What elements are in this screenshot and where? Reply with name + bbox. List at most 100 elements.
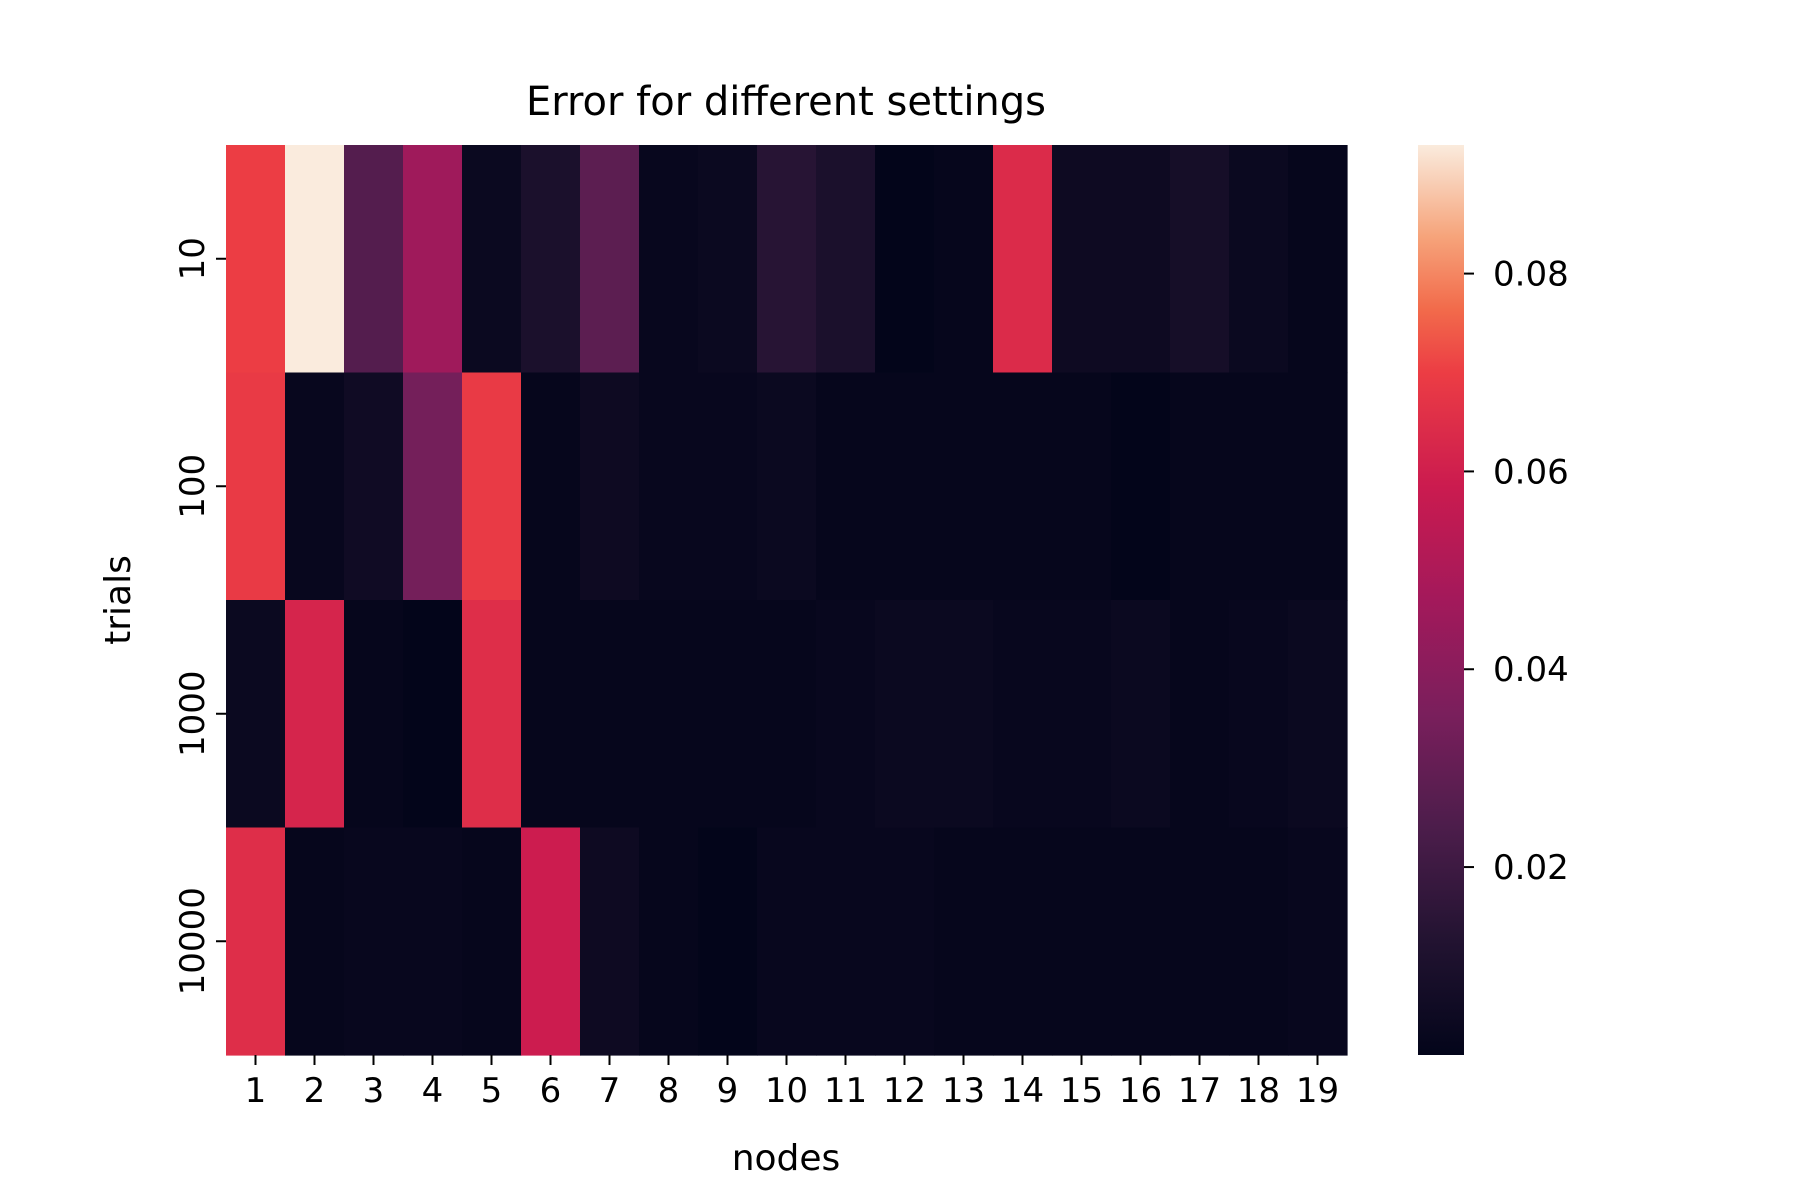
heatmap-cell (934, 372, 994, 601)
heatmap-cell (462, 145, 522, 374)
heatmap-cell (816, 827, 876, 1056)
heatmap-cell (1288, 600, 1348, 829)
x-tick-label: 15 (1060, 1071, 1103, 1111)
x-tick-label: 4 (422, 1071, 444, 1111)
heatmap-cell (993, 372, 1053, 601)
heatmap-cell (698, 827, 758, 1056)
heatmap-cell (403, 145, 463, 374)
colorbar (1418, 145, 1464, 1055)
heatmap-cell (1288, 145, 1348, 374)
x-tick-label: 5 (481, 1071, 503, 1111)
heatmap-cell (875, 372, 935, 601)
x-tick-label: 19 (1296, 1071, 1339, 1111)
colorbar-tick-label: 0.08 (1493, 255, 1569, 295)
colorbar-tick-label: 0.02 (1493, 848, 1569, 888)
x-axis-label: nodes (732, 1138, 841, 1179)
heatmap-cell (1052, 145, 1112, 374)
x-axis: 1 2 3 4 5 6 7 8 9 10 11 12 13 14 15 16 17 18 19 (245, 1055, 1339, 1111)
heatmap-cell (344, 372, 404, 601)
heatmap-cell (1170, 827, 1230, 1056)
heatmap-cell (1229, 600, 1289, 829)
y-axis-label: trials (98, 555, 139, 645)
y-tick-label: 100 (173, 454, 213, 519)
heatmap-cell (344, 145, 404, 374)
heatmap-cell (639, 600, 699, 829)
heatmap-cell (1170, 145, 1230, 374)
heatmap-cell (934, 600, 994, 829)
heatmap-cell (698, 145, 758, 374)
x-tick-label: 8 (658, 1071, 680, 1111)
heatmap-cell (816, 600, 876, 829)
x-tick-label: 14 (1001, 1071, 1044, 1111)
x-tick-label: 6 (540, 1071, 562, 1111)
y-tick-label: 10 (173, 237, 213, 280)
heatmap-cells (226, 145, 1348, 1056)
x-tick-label: 2 (304, 1071, 326, 1111)
heatmap-cell (521, 372, 581, 601)
y-axis: 10 100 1000 10000 (173, 237, 226, 995)
heatmap-cell (1052, 372, 1112, 601)
heatmap-cell (1170, 600, 1230, 829)
heatmap-cell (1052, 827, 1112, 1056)
heatmap-cell (403, 827, 463, 1056)
heatmap-cell (285, 145, 345, 374)
heatmap-cell (757, 827, 817, 1056)
heatmap-cell (1229, 145, 1289, 374)
heatmap-cell (993, 145, 1053, 374)
heatmap-cell (934, 145, 994, 374)
x-tick-label: 9 (717, 1071, 739, 1111)
heatmap-cell (875, 145, 935, 374)
x-tick-label: 10 (765, 1071, 808, 1111)
heatmap-cell (934, 827, 994, 1056)
heatmap-cell (1229, 827, 1289, 1056)
x-tick-label: 11 (824, 1071, 867, 1111)
heatmap-cell (1170, 372, 1230, 601)
heatmap-cell (816, 145, 876, 374)
heatmap-cell (403, 600, 463, 829)
heatmap-cell (1111, 600, 1171, 829)
heatmap-cell (993, 827, 1053, 1056)
heatmap-cell (639, 827, 699, 1056)
heatmap-cell (462, 827, 522, 1056)
heatmap-cell (344, 827, 404, 1056)
x-tick-label: 13 (942, 1071, 985, 1111)
heatmap-cell (285, 600, 345, 829)
x-tick-label: 16 (1119, 1071, 1162, 1111)
heatmap-cell (1111, 827, 1171, 1056)
heatmap-cell (875, 600, 935, 829)
heatmap-cell (285, 827, 345, 1056)
x-tick-label: 3 (363, 1071, 385, 1111)
heatmap-cell (757, 372, 817, 601)
x-tick-label: 17 (1178, 1071, 1221, 1111)
y-tick-label: 1000 (173, 670, 213, 757)
y-tick-label: 10000 (173, 887, 213, 995)
heatmap-cell (403, 372, 463, 601)
heatmap-cell (580, 600, 640, 829)
heatmap-cell (1288, 372, 1348, 601)
heatmap-cell (521, 827, 581, 1056)
colorbar-axis: 0.02 0.04 0.06 0.08 (1464, 255, 1569, 888)
heatmap-cell (226, 827, 286, 1056)
x-tick-label: 7 (599, 1071, 621, 1111)
heatmap-cell (580, 145, 640, 374)
heatmap-cell (521, 600, 581, 829)
heatmap-cell (226, 145, 286, 374)
x-tick-label: 1 (245, 1071, 267, 1111)
heatmap-cell (521, 145, 581, 374)
colorbar-tick-label: 0.06 (1493, 452, 1569, 492)
heatmap-cell (816, 372, 876, 601)
heatmap-cell (1229, 372, 1289, 601)
chart-title: Error for different settings (526, 79, 1046, 125)
heatmap-cell (285, 372, 345, 601)
heatmap-cell (1052, 600, 1112, 829)
x-tick-label: 12 (883, 1071, 926, 1111)
heatmap-cell (875, 827, 935, 1056)
heatmap-cell (757, 145, 817, 374)
heatmap-cell (462, 600, 522, 829)
heatmap-cell (1111, 372, 1171, 601)
heatmap-cell (580, 827, 640, 1056)
heatmap-cell (226, 600, 286, 829)
heatmap-cell (698, 600, 758, 829)
heatmap-cell (580, 372, 640, 601)
